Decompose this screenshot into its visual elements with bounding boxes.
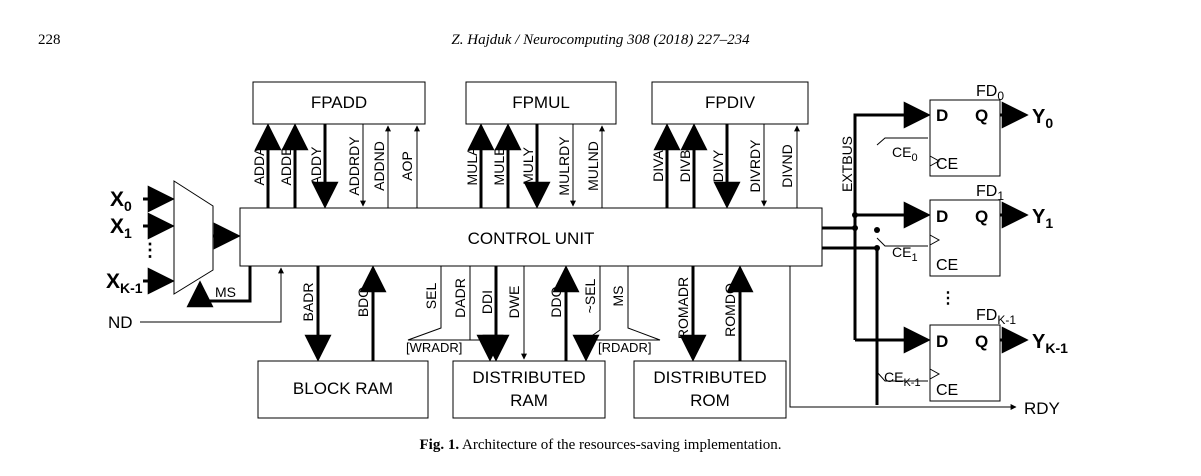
- svg-text:~SEL: ~SEL: [582, 278, 598, 313]
- distributed-rom-block: DISTRIBUTED ROM: [633, 360, 787, 419]
- signal-addb: ADDB: [278, 147, 294, 186]
- svg-text:ROMADR: ROMADR: [675, 277, 691, 339]
- input-xk: XK-1: [106, 270, 143, 296]
- svg-text:DWE: DWE: [506, 286, 522, 319]
- distributed-ram-block: DISTRIBUTED RAM: [452, 360, 606, 419]
- fpmul-block: FPMUL: [465, 81, 617, 125]
- svg-text:D: D: [936, 106, 948, 125]
- nd-label: ND: [108, 313, 133, 332]
- svg-text:DDO: DDO: [548, 286, 564, 317]
- output-y0: Y0: [1032, 106, 1053, 131]
- nd-line: [140, 267, 284, 323]
- distributed-rom-label-line1: DISTRIBUTED: [653, 368, 766, 387]
- svg-text:BADR: BADR: [300, 283, 316, 322]
- signal-mulnd: MULND: [585, 141, 601, 191]
- signal-diva: DIVA: [650, 150, 666, 182]
- figure-caption: Fig. 1. Architecture of the resources-sa…: [0, 437, 1201, 454]
- wradr-label: [WRADR]: [406, 340, 462, 355]
- distributed-rom-label-line2: ROM: [690, 391, 730, 410]
- svg-text:MS: MS: [610, 286, 626, 307]
- ff0-ce-label: CE0: [892, 144, 918, 164]
- page-number: 228: [38, 32, 61, 48]
- output-yk: YK-1: [1032, 331, 1068, 356]
- input-x0: X0: [110, 188, 132, 214]
- fpadd-signals: ADDA ADDB ADDY ADDRDY ADDND AOP: [251, 123, 420, 209]
- flipflop-1: D Q CE FD1 CE1 Y1: [892, 183, 1053, 277]
- signal-mulrdy: MULRDY: [556, 136, 572, 196]
- ff0-name: FD0: [976, 83, 1004, 103]
- svg-text:DDI: DDI: [479, 290, 495, 314]
- svg-text:D: D: [936, 207, 948, 226]
- signal-adda: ADDA: [251, 146, 267, 186]
- input-multiplexer: [143, 180, 252, 308]
- input-dots: ⋮: [141, 240, 159, 260]
- svg-text:CE: CE: [936, 382, 958, 399]
- fpmul-label: FPMUL: [512, 93, 570, 112]
- distributed-ram-label-line1: DISTRIBUTED: [472, 368, 585, 387]
- svg-text:SEL: SEL: [423, 283, 439, 310]
- extbus-label: EXTBUS: [839, 136, 855, 192]
- fpdiv-signals: DIVA DIVB DIVY DIVRDY DIVND: [650, 123, 800, 209]
- ffk-ce-label: CEK-1: [884, 369, 921, 389]
- control-unit-block: CONTROL UNIT: [239, 207, 823, 267]
- flipflop-dots: ⋮: [940, 290, 956, 307]
- signal-divy: DIVY: [710, 149, 726, 182]
- fpadd-block: FPADD: [252, 81, 426, 125]
- svg-text:CE: CE: [936, 257, 958, 274]
- output-y1: Y1: [1032, 206, 1053, 231]
- ff1-name: FD1: [976, 183, 1004, 203]
- control-unit-label: CONTROL UNIT: [468, 229, 595, 248]
- svg-text:Q: Q: [975, 207, 988, 226]
- ms-label: MS: [215, 284, 236, 300]
- svg-text:ROMDO: ROMDO: [722, 283, 738, 337]
- signal-divb: DIVB: [677, 150, 693, 183]
- signal-addnd: ADDND: [371, 141, 387, 191]
- signal-divrdy: DIVRDY: [747, 139, 763, 193]
- fpadd-label: FPADD: [311, 93, 367, 112]
- svg-text:CE: CE: [936, 156, 958, 173]
- extbus-wiring: [789, 101, 1017, 410]
- svg-text:DADR: DADR: [452, 278, 468, 318]
- fpmul-signals: MULA MULB MULY MULRDY MULND: [464, 123, 605, 209]
- signal-divnd: DIVND: [779, 144, 795, 188]
- signal-aop: AOP: [399, 151, 415, 181]
- svg-text:BDO: BDO: [355, 287, 371, 317]
- signal-addy: ADDY: [308, 146, 324, 186]
- ffk-name: FDK-1: [976, 307, 1016, 327]
- svg-text:Q: Q: [975, 106, 988, 125]
- flipflop-k-1: D Q CE FDK-1 CEK-1 YK-1: [884, 307, 1068, 402]
- fpdiv-block: FPDIV: [651, 81, 809, 125]
- rdadr-label: [RDADR]: [598, 340, 651, 355]
- signal-mulb: MULB: [491, 147, 507, 186]
- ff1-ce-label: CE1: [892, 244, 918, 264]
- block-ram-label: BLOCK RAM: [293, 379, 393, 398]
- caption-text: Architecture of the resources-saving imp…: [462, 437, 782, 453]
- lower-signals: BADR BDO SEL DADR DDI DWE DDO ~SEL MS RO…: [300, 265, 754, 362]
- flipflop-0: D Q CE FD0 CE0 Y0: [892, 83, 1053, 177]
- fpdiv-label: FPDIV: [705, 93, 756, 112]
- signal-muly: MULY: [520, 146, 536, 185]
- running-header: Z. Hajduk / Neurocomputing 308 (2018) 22…: [451, 32, 750, 48]
- signal-addrdy: ADDRDY: [346, 136, 362, 196]
- caption-label: Fig. 1.: [419, 437, 460, 453]
- svg-text:D: D: [936, 332, 948, 351]
- svg-text:Q: Q: [975, 332, 988, 351]
- distributed-ram-label-line2: RAM: [510, 391, 548, 410]
- signal-mula: MULA: [464, 146, 480, 186]
- rdy-label: RDY: [1024, 399, 1060, 418]
- input-x1: X1: [110, 215, 132, 241]
- block-ram-block: BLOCK RAM: [257, 360, 429, 419]
